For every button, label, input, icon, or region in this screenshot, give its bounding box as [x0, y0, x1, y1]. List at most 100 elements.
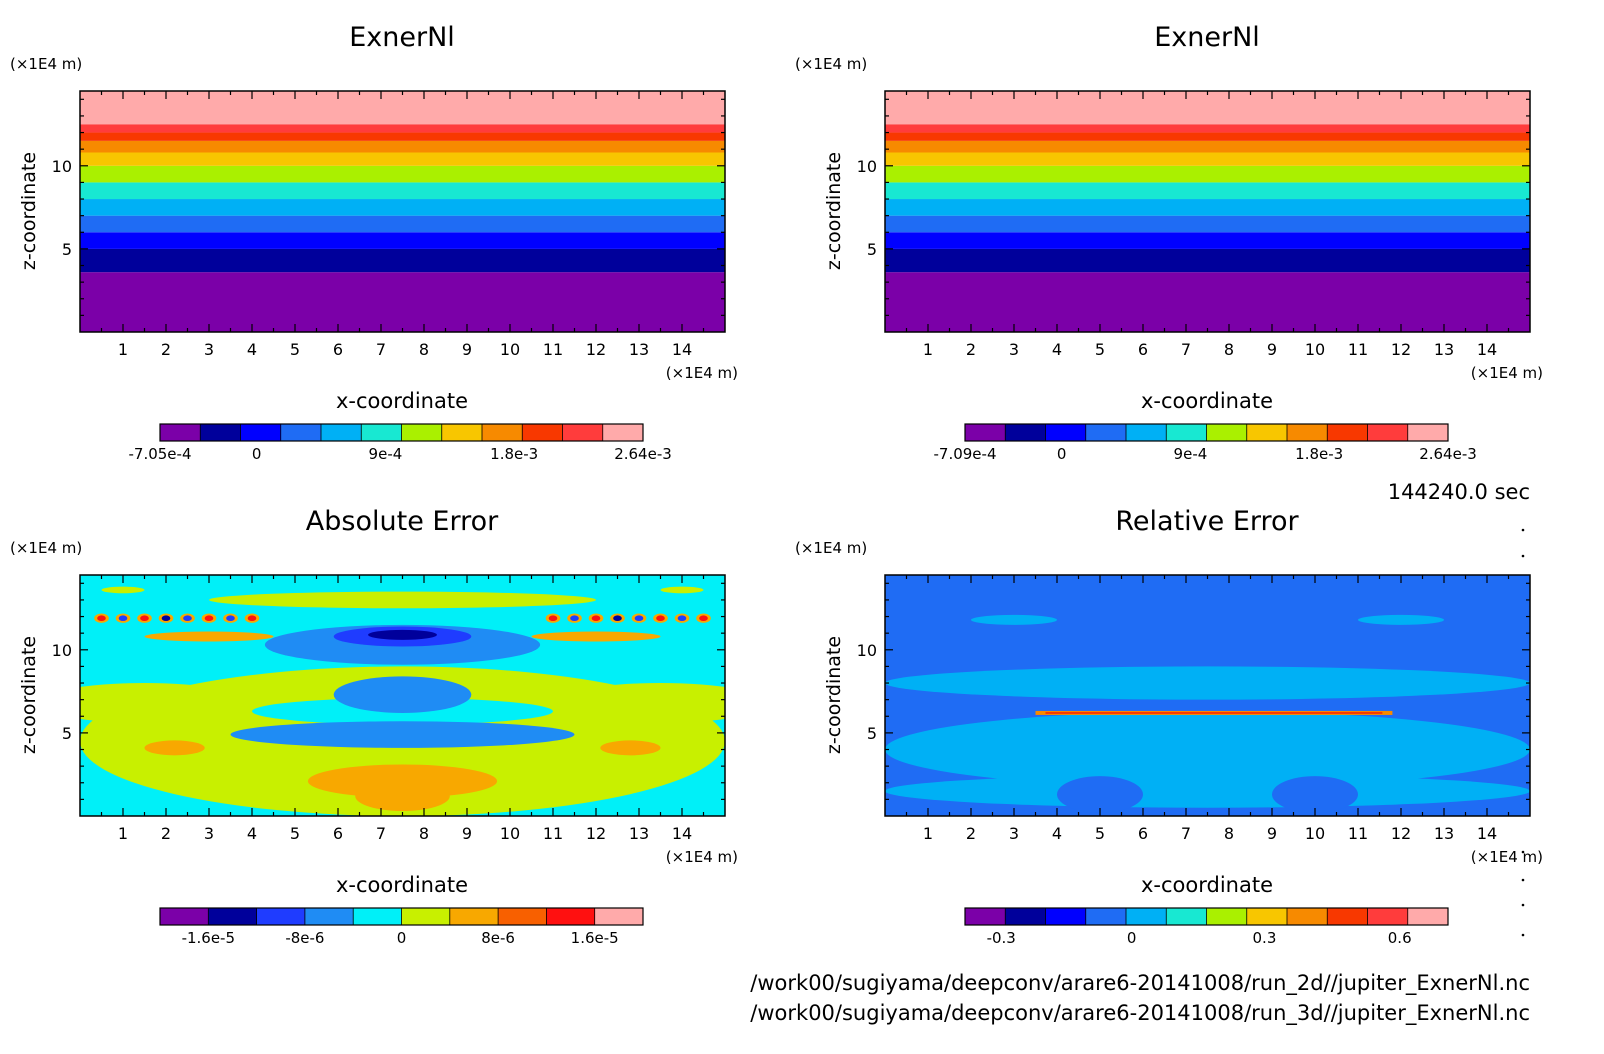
contour-band	[885, 165, 1530, 183]
x-tick-label: 13	[629, 824, 649, 843]
colorbar-swatch	[1206, 908, 1248, 925]
colorbar-label: 2.64e-3	[614, 445, 672, 463]
colorbar-label: 0	[397, 929, 407, 947]
colorbar-label: 0.6	[1388, 929, 1412, 947]
contour-band	[885, 232, 1530, 249]
y-tick-label: 5	[62, 724, 72, 743]
contour-field	[80, 91, 725, 332]
colorbar-swatch	[1206, 424, 1248, 441]
x-unit-label: (×1E4 m)	[666, 848, 738, 866]
contour-region	[355, 781, 450, 812]
colorbar-label: 1.8e-3	[490, 445, 538, 463]
contour-region	[333, 676, 472, 713]
oscillation-dot	[548, 615, 558, 622]
colorbar-swatch	[441, 424, 483, 441]
contour-band	[80, 165, 725, 183]
contour-band	[80, 152, 725, 166]
x-tick-label: 9	[462, 340, 472, 359]
colorbar-swatch	[602, 424, 644, 441]
contour-field	[885, 575, 1530, 816]
contour-region	[553, 683, 725, 723]
colorbar-swatch	[546, 908, 596, 925]
y-unit-label: (×1E4 m)	[795, 539, 867, 557]
axis-ticks	[885, 91, 1530, 332]
y-axis-label: z-coordinate	[18, 636, 40, 754]
x-tick-label: 12	[1391, 824, 1411, 843]
colorbar-swatch	[1126, 424, 1167, 441]
colorbar-label: 1.6e-5	[571, 929, 619, 947]
colorbar-swatch	[562, 424, 604, 441]
colorbar-swatch	[1166, 908, 1207, 925]
contour-region	[1358, 614, 1444, 625]
contour-region	[230, 721, 575, 748]
colorbar-swatch	[482, 424, 523, 441]
colorbar-swatch	[353, 908, 402, 925]
oscillation-dot	[226, 615, 235, 622]
y-tick-label: 5	[62, 240, 72, 259]
x-tick-label: 1	[923, 824, 933, 843]
colorbar-swatch	[1246, 424, 1288, 441]
colorbar-label: -8e-6	[285, 929, 324, 947]
y-unit-label: (×1E4 m)	[10, 539, 82, 557]
x-tick-label: 13	[1434, 824, 1454, 843]
x-tick-label: 5	[290, 340, 300, 359]
colorbar-swatch	[208, 908, 258, 925]
x-tick-label: 6	[1138, 340, 1148, 359]
contour-band	[885, 132, 1530, 141]
panel-title: Relative Error	[1115, 506, 1299, 537]
colorbar-swatch	[1005, 424, 1046, 441]
colorbar: -0.3 0 0.3 0.6	[964, 907, 1449, 947]
x-tick-label: 13	[1434, 340, 1454, 359]
colorbar-label: 9e-4	[1174, 445, 1208, 463]
contour-band	[885, 272, 1530, 332]
colorbar-swatch	[498, 908, 547, 925]
y-axis-label: z-coordinate	[823, 152, 845, 270]
x-tick-label: 2	[966, 824, 976, 843]
colorbar-label: 0	[252, 445, 262, 463]
x-axis-label: x-coordinate	[1141, 389, 1273, 413]
x-tick-label: 8	[419, 340, 429, 359]
x-unit-label: (×1E4 m)	[1471, 364, 1543, 382]
oscillation-dot	[634, 615, 644, 622]
y-tick-label: 10	[52, 157, 72, 176]
x-tick-label: 3	[204, 340, 214, 359]
x-tick-label: 14	[1477, 340, 1497, 359]
x-tick-label: 7	[1181, 824, 1191, 843]
contour-region	[885, 711, 1530, 788]
contour-region	[101, 586, 145, 594]
colorbar-swatch	[1126, 908, 1167, 925]
x-tick-label: 5	[1095, 824, 1105, 843]
contour-band	[885, 248, 1530, 273]
colorbar-swatch	[1287, 424, 1328, 441]
oscillation-dot	[140, 615, 149, 622]
colorbar: -1.6e-5 -8e-6 0 8e-6 1.6e-5	[159, 907, 644, 947]
x-tick-label: 4	[1052, 340, 1062, 359]
contour-region	[531, 631, 661, 642]
panel-absolute-error: Absolute Error (×1E4 m) 1 2 3 4 5 6 7 8 9 10 11 12 1…	[10, 506, 738, 947]
contour-band	[885, 152, 1530, 166]
contour-band	[885, 182, 1530, 200]
x-axis-label: x-coordinate	[336, 873, 468, 897]
panel-exnernl-3d: ExnerNl (×1E4 m) 1 2 3 4 5 6 7 8 9 10 11 12 13 14510 …	[795, 22, 1543, 463]
colorbar-swatch	[1407, 908, 1449, 925]
panel-title: ExnerNl	[1154, 22, 1260, 53]
colorbar-label: -0.3	[987, 929, 1016, 947]
x-tick-label: 10	[500, 340, 520, 359]
y-tick-label: 5	[867, 240, 877, 259]
contour-band	[885, 215, 1530, 233]
y-tick-label: 10	[857, 641, 877, 660]
colorbar-swatch	[1166, 424, 1207, 441]
contour-band	[80, 199, 725, 216]
colorbar-label: 8e-6	[481, 929, 515, 947]
x-tick-label: 7	[376, 340, 386, 359]
x-tick-label: 8	[1224, 340, 1234, 359]
separator-dot	[1521, 878, 1525, 882]
contour-region	[1057, 776, 1143, 813]
colorbar-swatch	[1367, 908, 1409, 925]
file-path-3d: /work00/sugiyama/deepconv/arare6-2014100…	[750, 1001, 1530, 1026]
oscillation-dot	[204, 615, 214, 622]
